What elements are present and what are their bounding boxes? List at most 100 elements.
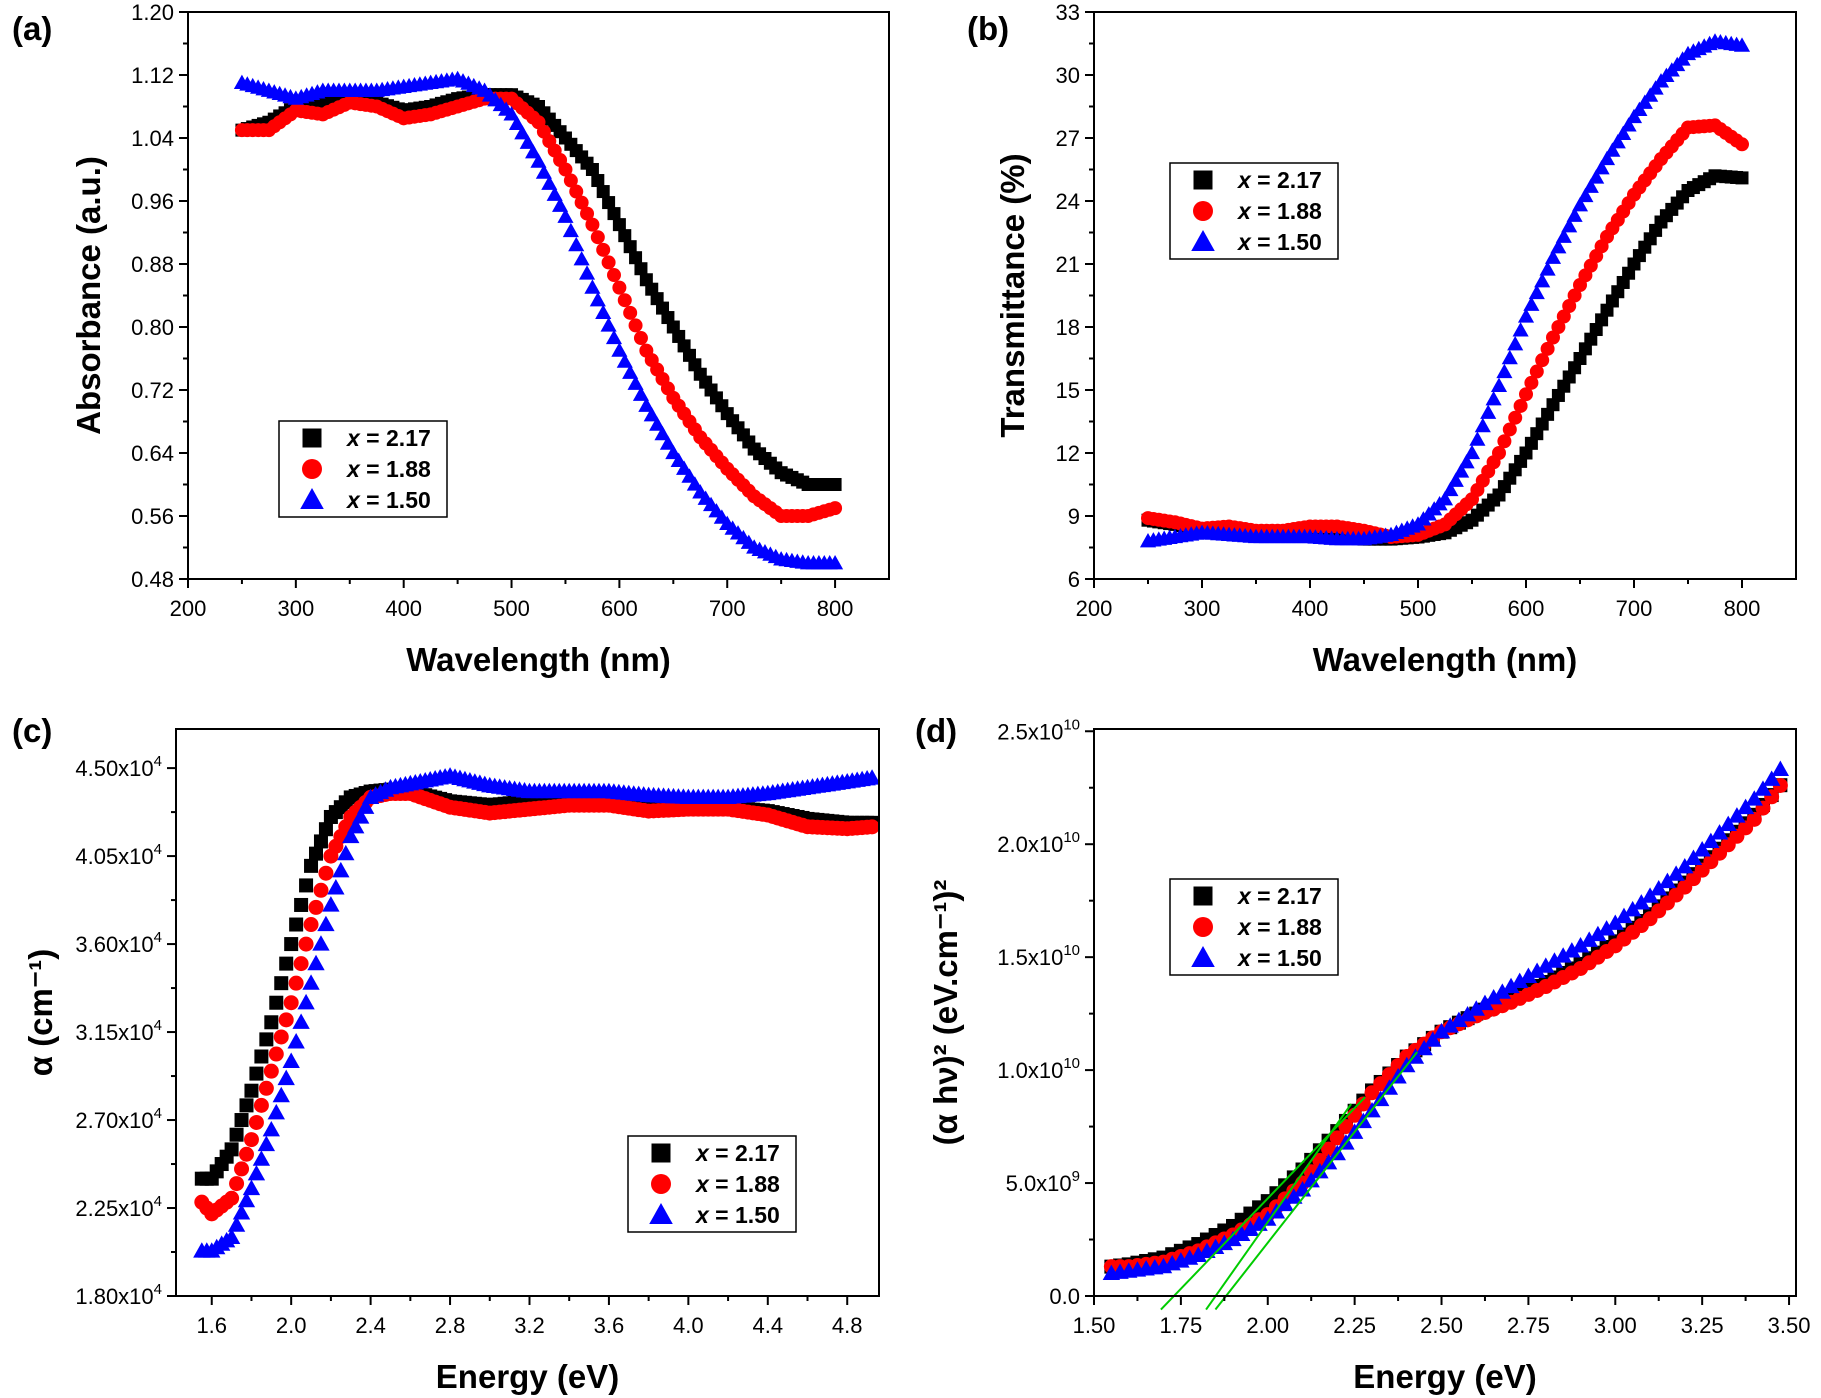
data-point (638, 397, 655, 412)
data-point (234, 1113, 249, 1128)
data-point (633, 331, 648, 346)
legend-label: x = 2.17 (694, 1140, 780, 1166)
data-point (591, 174, 605, 188)
data-point (269, 995, 284, 1010)
legend: x = 2.17 x = 1.88 x = 1.50 (1169, 878, 1339, 976)
data-point (1550, 239, 1567, 254)
data-point (634, 262, 648, 276)
data-point (253, 1097, 269, 1113)
legend-label: x = 1.50 (1236, 945, 1322, 971)
legend-marker-square (1193, 170, 1213, 190)
data-point (562, 222, 579, 238)
data-point (1577, 187, 1594, 203)
x-tick-label: 600 (1508, 596, 1545, 621)
data-point (284, 937, 299, 952)
data-point (1537, 957, 1555, 973)
data-point (352, 808, 370, 824)
y-tick-label: 1.0x1010 (997, 1055, 1080, 1083)
y-tick-label: 3.60x104 (75, 929, 162, 957)
data-point (342, 827, 360, 844)
data-point (617, 293, 632, 308)
data-point (1338, 1119, 1354, 1135)
data-point (659, 435, 676, 450)
data-layer (193, 767, 879, 1258)
data-point (1562, 299, 1577, 313)
data-point (569, 184, 584, 199)
y-tick-label: 0.88 (131, 252, 174, 277)
data-point (1474, 417, 1491, 433)
data-point (623, 305, 638, 320)
x-tick-label: 600 (601, 596, 638, 621)
data-point (1302, 1171, 1320, 1188)
data-point (239, 1098, 254, 1113)
y-tick-label: 24 (1056, 189, 1080, 214)
series-150 (233, 70, 844, 570)
legend-label: x = 1.50 (1236, 229, 1322, 255)
data-point (514, 125, 531, 140)
data-point (596, 185, 610, 199)
legend-marker-square (302, 428, 322, 448)
data-point (585, 163, 599, 176)
x-axis-label: Energy (eV) (436, 1358, 619, 1395)
plot-frame (175, 728, 880, 1297)
data-point (234, 1161, 250, 1177)
legend-marker-square (1193, 886, 1213, 906)
data-point (224, 1142, 239, 1157)
data-point (1241, 1220, 1260, 1236)
data-point (1319, 1153, 1338, 1170)
data-point (1589, 925, 1607, 942)
y-tick-label: 2.25x104 (75, 1193, 162, 1221)
data-point (307, 954, 325, 971)
data-point (1620, 117, 1637, 132)
data-point (264, 1015, 279, 1030)
data-point (1580, 931, 1598, 947)
data-point (318, 822, 333, 837)
x-tick-label: 200 (170, 596, 207, 621)
data-point (632, 386, 650, 401)
x-tick-label: 4.4 (752, 1313, 783, 1338)
series-150 (193, 767, 879, 1258)
data-point (563, 173, 578, 188)
data-point (1485, 391, 1502, 406)
y-tick-label: 21 (1056, 252, 1080, 277)
y-tick-label: 5.0x109 (1006, 1168, 1080, 1196)
data-point (1484, 988, 1503, 1005)
data-point (278, 1012, 294, 1028)
data-point (292, 1013, 310, 1029)
data-point (1604, 142, 1621, 157)
data-point (1528, 962, 1546, 978)
data-point (227, 1216, 246, 1232)
legend: x = 2.17 x = 1.88 x = 1.50 (627, 1135, 797, 1233)
data-point (337, 844, 355, 861)
data-point (1458, 454, 1475, 469)
data-point (605, 329, 623, 345)
data-point (541, 175, 558, 190)
data-point (1582, 178, 1599, 193)
data-point (258, 1080, 274, 1096)
y-tick-label: 15 (1056, 378, 1080, 403)
data-point (229, 1127, 244, 1142)
data-point (1276, 1195, 1294, 1212)
data-point (863, 769, 879, 785)
data-point (1259, 1210, 1277, 1226)
series-188 (234, 91, 843, 523)
data-point (298, 936, 314, 952)
y-tick-label: 3.15x104 (75, 1017, 162, 1045)
data-point (232, 1204, 251, 1220)
data-point (1566, 207, 1583, 222)
y-tick-label: 12 (1056, 441, 1080, 466)
data-point (1762, 770, 1781, 786)
data-point (1447, 472, 1464, 487)
data-point (557, 208, 574, 223)
data-point (1512, 322, 1529, 337)
x-tick-label: 2.0 (276, 1313, 307, 1338)
data-point (1735, 137, 1749, 152)
legend-label: x = 1.50 (694, 1202, 780, 1228)
x-tick-label: 400 (385, 596, 422, 621)
data-point (578, 265, 596, 280)
data-point (1754, 780, 1772, 796)
data-point (1441, 1017, 1459, 1033)
data-point (580, 206, 595, 221)
data-point (622, 364, 639, 379)
data-point (864, 819, 879, 835)
